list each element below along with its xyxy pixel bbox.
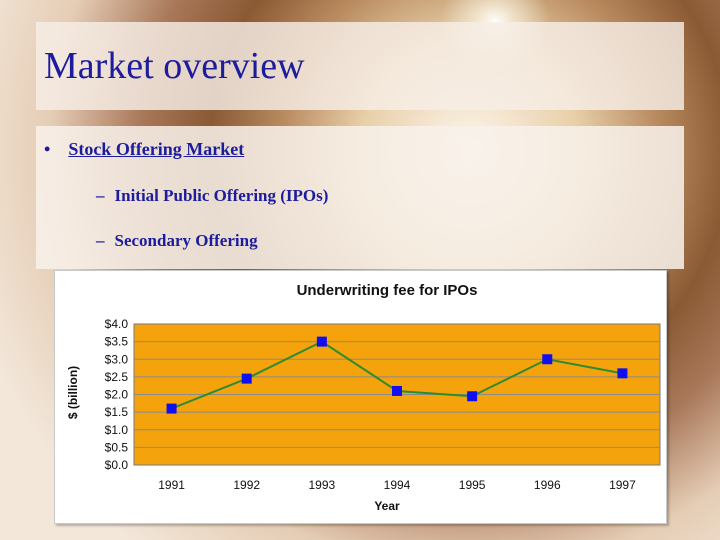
y-tick-label: $0.0 [105, 458, 129, 472]
data-point [392, 385, 402, 396]
x-tick-label: 1997 [609, 478, 636, 492]
dash-marker: – [96, 231, 105, 250]
sub-item-label: Secondary Offering [114, 231, 258, 250]
content-panel [36, 126, 684, 269]
y-tick-label: $3.5 [105, 335, 129, 349]
dash-marker: – [96, 186, 105, 205]
data-point [542, 354, 553, 365]
data-point [241, 373, 252, 384]
y-tick-label: $2.5 [105, 370, 129, 384]
data-point [316, 336, 327, 347]
chart-container: $4.0 $3.5 $3.0 $2.5 $2.0 $1.5 $1.0 $0.5 $0.0 1991… [54, 270, 667, 524]
data-point [166, 403, 177, 414]
bullet-label: Stock Offering Market [68, 139, 245, 159]
slide-title: Market overview [44, 45, 305, 87]
sub-item-secondary: – Secondary Offering [96, 231, 258, 251]
data-point [467, 391, 478, 402]
title-panel [36, 22, 684, 110]
y-axis-label: $ (billion) [66, 366, 80, 419]
x-tick-label: 1992 [233, 478, 260, 492]
bullet-marker: • [44, 139, 51, 159]
y-tick-label: $4.0 [105, 317, 129, 331]
y-tick-label: $3.0 [105, 352, 129, 366]
y-tick-label: $0.5 [105, 440, 129, 454]
sub-item-label: Initial Public Offering (IPOs) [114, 186, 329, 205]
bullet-item: • Stock Offering Market [44, 139, 244, 160]
data-point [617, 368, 628, 379]
x-tick-label: 1993 [309, 478, 336, 492]
y-tick-label: $1.5 [105, 405, 129, 419]
x-tick-label: 1994 [384, 478, 411, 492]
x-tick-label: 1991 [158, 478, 185, 492]
x-tick-label: 1995 [459, 478, 486, 492]
y-tick-label: $1.0 [105, 423, 129, 437]
chart-title: Underwriting fee for IPOs [297, 282, 478, 299]
x-tick-label: 1996 [534, 478, 561, 492]
line-chart: $4.0 $3.5 $3.0 $2.5 $2.0 $1.5 $1.0 $0.5 $0.0 1991… [66, 282, 661, 513]
x-axis-label: Year [374, 499, 400, 513]
sub-item-ipos: – Initial Public Offering (IPOs) [96, 186, 328, 206]
y-tick-label: $2.0 [105, 388, 129, 402]
